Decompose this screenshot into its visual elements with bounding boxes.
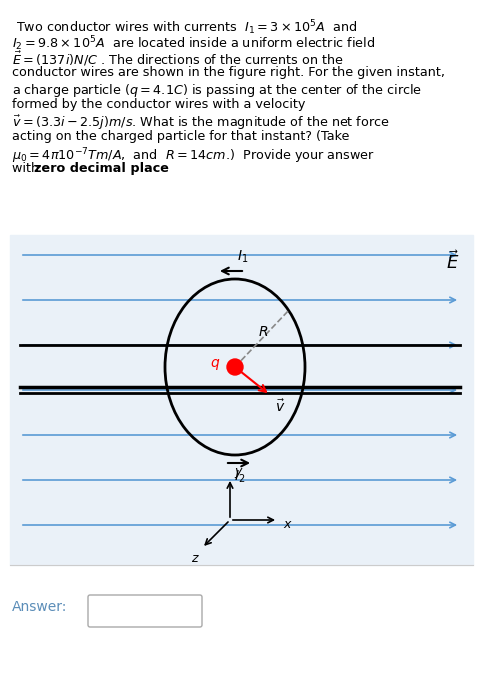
Bar	[10, 235, 473, 565]
Text: y: y	[234, 466, 242, 479]
Text: conductor wires are shown in the figure right. For the given instant,: conductor wires are shown in the figure …	[12, 66, 445, 79]
Text: with: with	[12, 162, 43, 175]
Text: $I_2 = 9.8 \times 10^5 A$  are located inside a uniform electric field: $I_2 = 9.8 \times 10^5 A$ are located in…	[12, 34, 375, 53]
Text: .: .	[134, 162, 138, 175]
Text: Two conductor wires with currents  $I_1 = 3 \times 10^5 A$  and: Two conductor wires with currents $I_1 =…	[12, 18, 358, 36]
Text: $\vec{E} = (137i)N/C$ . The directions of the currents on the: $\vec{E} = (137i)N/C$ . The directions o…	[12, 50, 344, 68]
Text: a charge particle ($q = 4.1C$) is passing at the center of the circle: a charge particle ($q = 4.1C$) is passin…	[12, 82, 422, 99]
Text: $q$: $q$	[210, 357, 220, 373]
Text: $\vec{E}$: $\vec{E}$	[446, 251, 460, 274]
Text: $R$: $R$	[258, 325, 268, 339]
FancyBboxPatch shape	[88, 595, 202, 627]
Text: formed by the conductor wires with a velocity: formed by the conductor wires with a vel…	[12, 98, 305, 111]
Text: Answer:: Answer:	[12, 600, 67, 614]
Text: $I_2$: $I_2$	[234, 469, 246, 485]
Text: $\vec{v} = (3.3i - 2.5j)m/s$. What is the magnitude of the net force: $\vec{v} = (3.3i - 2.5j)m/s$. What is th…	[12, 114, 390, 132]
Text: x: x	[283, 518, 290, 530]
Circle shape	[227, 359, 243, 375]
Text: acting on the charged particle for that instant? (Take: acting on the charged particle for that …	[12, 130, 349, 143]
Text: $I_1$: $I_1$	[237, 249, 249, 265]
Text: z: z	[191, 551, 197, 565]
Text: $\vec{v}$: $\vec{v}$	[275, 399, 285, 415]
Text: zero decimal place: zero decimal place	[34, 162, 169, 175]
Text: $\mu_0 = 4\pi 10^{-7}Tm/A$,  and  $R = 14cm$.)  Provide your answer: $\mu_0 = 4\pi 10^{-7}Tm/A$, and $R = 14c…	[12, 146, 375, 166]
